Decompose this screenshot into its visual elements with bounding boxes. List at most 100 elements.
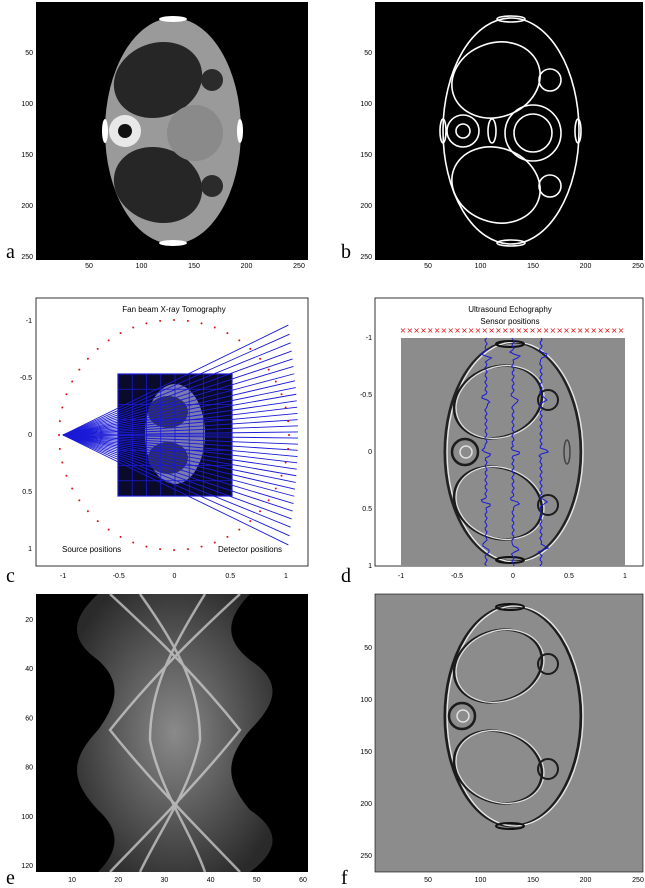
panel-b-image — [375, 2, 643, 260]
echo-bottom-mark — [495, 556, 525, 564]
sensor-marker: × — [556, 326, 563, 335]
source-position-dot — [259, 357, 262, 360]
panel-d-y-tick: 1 — [368, 563, 372, 570]
sensor-marker: × — [577, 326, 584, 335]
edge-left-mark — [439, 118, 447, 144]
sensor-marker: × — [427, 326, 434, 335]
phantom-lower-lobe — [113, 146, 203, 224]
phantom-center-disc — [167, 105, 223, 161]
source-position-dot — [132, 326, 135, 329]
recon-upper-lobe-light — [455, 629, 545, 703]
panel-d-x-tick: 0 — [511, 573, 515, 580]
source-position-dot — [107, 339, 110, 342]
edge-small-disc-top — [538, 68, 562, 92]
panel-a-y-tick: 250 — [21, 254, 33, 261]
sensor-marker: × — [420, 326, 427, 335]
sinogram-band — [77, 594, 273, 872]
source-position-dot — [86, 357, 89, 360]
source-position-dot — [119, 535, 122, 538]
sensor-marker: × — [584, 326, 591, 335]
panel-b-y-tick: 100 — [360, 101, 372, 108]
source-position-dot — [274, 380, 277, 383]
panel-e-y-tick: 40 — [25, 666, 33, 673]
panel-f-y-tick: 150 — [360, 749, 372, 756]
recon-bottom-mark — [495, 822, 525, 830]
sensor-marker: × — [529, 326, 536, 335]
panel-label-a: a — [6, 241, 15, 263]
panel-f-y-tick: 100 — [360, 697, 372, 704]
panel-d-x-tick: -1 — [398, 573, 404, 580]
panel-c-x-tick: -0.5 — [113, 573, 125, 580]
source-position-dot — [71, 487, 74, 490]
panel-c-x-tick: 0.5 — [225, 573, 235, 580]
sensor-marker: × — [522, 326, 529, 335]
source-position-dot — [107, 528, 110, 531]
source-position-dot — [200, 545, 203, 548]
sinogram-trace-2 — [108, 593, 241, 873]
fan-beam-ray — [62, 425, 298, 436]
sensor-marker: × — [441, 326, 448, 335]
panel-b-y-tick: 150 — [360, 152, 372, 159]
panel-f: 50 100 150 200 250 50 100 150 200 250 f — [341, 593, 644, 888]
source-position-dot — [186, 548, 189, 551]
panel-a-x-tick: 200 — [241, 263, 253, 270]
source-position-dot — [145, 545, 148, 548]
source-position-dot — [78, 499, 81, 502]
recon-ring — [447, 701, 477, 731]
panel-label-c: c — [6, 565, 15, 587]
edge-center-disc — [504, 104, 562, 162]
panel-b-x-tick: 200 — [580, 263, 592, 270]
panel-b-x-tick: 150 — [527, 263, 539, 270]
source-position-dot — [71, 380, 74, 383]
panel-e-y-tick: 120 — [21, 863, 33, 870]
panel-d: Ultrasound Echography Sensor positions ×… — [341, 297, 644, 587]
recon-upper-lobe-dark — [452, 628, 544, 704]
panel-e: 10 20 30 40 50 60 20 40 60 80 100 120 e — [6, 593, 308, 888]
sensor-marker: × — [590, 326, 597, 335]
fan-beam-phantom-lobe-top — [148, 396, 188, 428]
panel-a-y-tick: 150 — [21, 152, 33, 159]
panel-f-x-tick: 100 — [475, 877, 487, 884]
recon-disc-bottom — [537, 758, 559, 780]
panel-a-x-tick: 100 — [136, 263, 148, 270]
source-positions-caption: Source positions — [62, 545, 121, 554]
fan-beam-ray — [62, 393, 297, 436]
echo-waveform — [508, 337, 522, 567]
edge-inner-ellipse — [487, 118, 497, 144]
panel-c-x-tick: 1 — [284, 573, 288, 580]
source-position-dot — [132, 541, 135, 544]
panel-label-e: e — [6, 867, 15, 888]
fan-beam-ray — [62, 434, 289, 546]
panel-d-y-tick: -0.5 — [360, 392, 372, 399]
source-position-dot — [58, 420, 61, 423]
phantom-left-mark — [102, 119, 108, 143]
fan-beam-ray — [62, 419, 298, 436]
panel-e-y-tick: 80 — [25, 765, 33, 772]
panel-f-x-tick: 50 — [424, 877, 432, 884]
panel-d-x-tick: -0.5 — [451, 573, 463, 580]
recon-top-mark — [495, 603, 525, 611]
edge-body — [442, 17, 580, 245]
panel-f-y-tick: 200 — [360, 801, 372, 808]
sensor-marker: × — [400, 326, 407, 335]
recon-ring-inner — [456, 709, 470, 723]
sensor-marker: × — [604, 326, 611, 335]
sensor-marker: × — [495, 326, 502, 335]
panel-f-y-tick: 250 — [360, 853, 372, 860]
source-position-dot — [58, 447, 61, 450]
edge-right-mark — [574, 118, 582, 144]
source-position-dot — [145, 322, 148, 325]
panel-b-x-tick: 100 — [475, 263, 487, 270]
sensor-marker: × — [597, 326, 604, 335]
phantom-ring-hole — [118, 124, 132, 138]
panel-label-b: b — [341, 241, 351, 263]
sensor-marker: × — [570, 326, 577, 335]
panel-b-y-tick: 200 — [360, 203, 372, 210]
source-position-dot — [288, 434, 290, 436]
source-position-dot — [287, 447, 290, 450]
fan-beam-ray — [62, 358, 293, 436]
sensor-marker: × — [509, 326, 516, 335]
fan-beam-ray — [62, 434, 298, 439]
source-position-dot — [186, 319, 189, 322]
